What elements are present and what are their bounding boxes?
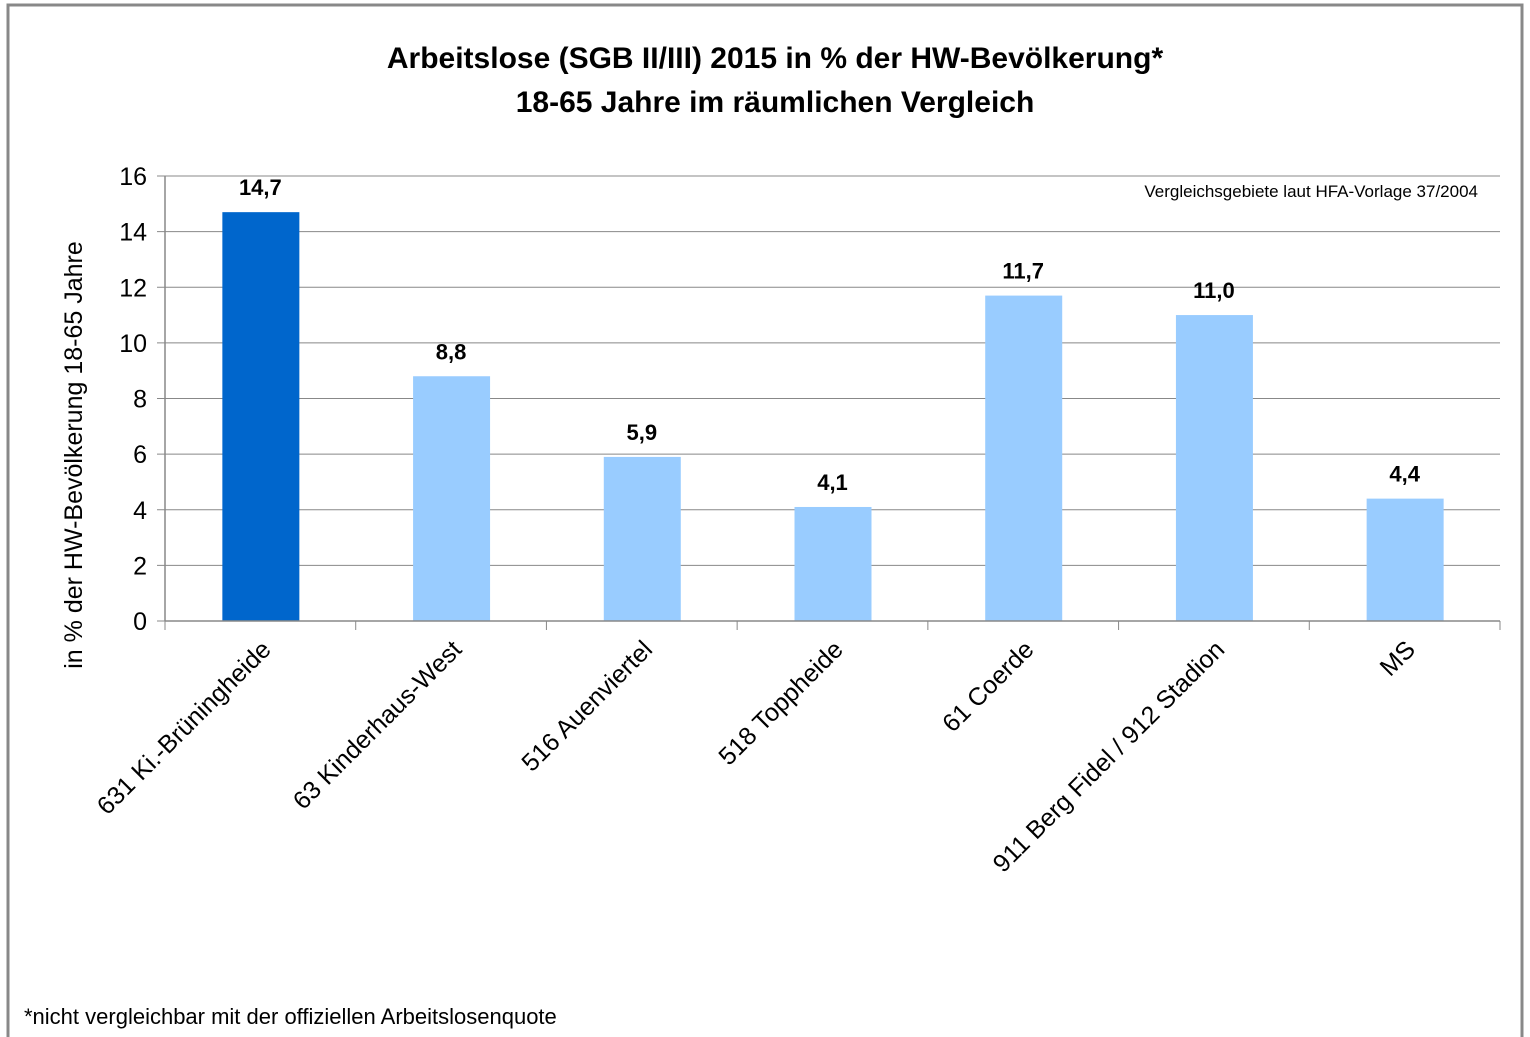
footnote: *nicht vergleichbar mit der offiziellen …: [24, 1004, 557, 1029]
y-tick-label: 8: [133, 386, 147, 414]
chart-title: Arbeitslose (SGB II/III) 2015 in % der H…: [387, 42, 1164, 75]
value-label: 14,7: [239, 175, 282, 200]
y-tick-label: 14: [119, 219, 147, 247]
value-label: 11,0: [1193, 278, 1235, 303]
bar: [1175, 315, 1253, 621]
bar: [794, 506, 872, 621]
y-tick-label: 6: [133, 441, 147, 469]
y-tick-label: 2: [133, 552, 147, 580]
y-tick-label: 12: [119, 274, 147, 302]
bar: [603, 456, 681, 621]
y-axis-label: in % der HW-Bevölkerung 18-65 Jahre: [60, 241, 88, 669]
bar: [1366, 498, 1444, 621]
value-label: 8,8: [436, 339, 467, 364]
bar: [222, 212, 300, 621]
y-tick-label: 4: [133, 497, 147, 525]
value-label: 11,7: [1002, 259, 1044, 284]
bar: [985, 295, 1063, 621]
y-tick-label: 16: [119, 163, 147, 191]
value-label: 5,9: [626, 420, 657, 445]
annotation: Vergleichsgebiete laut HFA-Vorlage 37/20…: [1144, 182, 1478, 201]
y-tick-label: 0: [133, 608, 147, 636]
y-tick-label: 10: [119, 330, 147, 358]
bar: [413, 376, 491, 621]
value-label: 4,4: [1389, 462, 1420, 487]
chart-title: 18-65 Jahre im räumlichen Vergleich: [516, 86, 1035, 119]
value-label: 4,1: [817, 470, 848, 495]
